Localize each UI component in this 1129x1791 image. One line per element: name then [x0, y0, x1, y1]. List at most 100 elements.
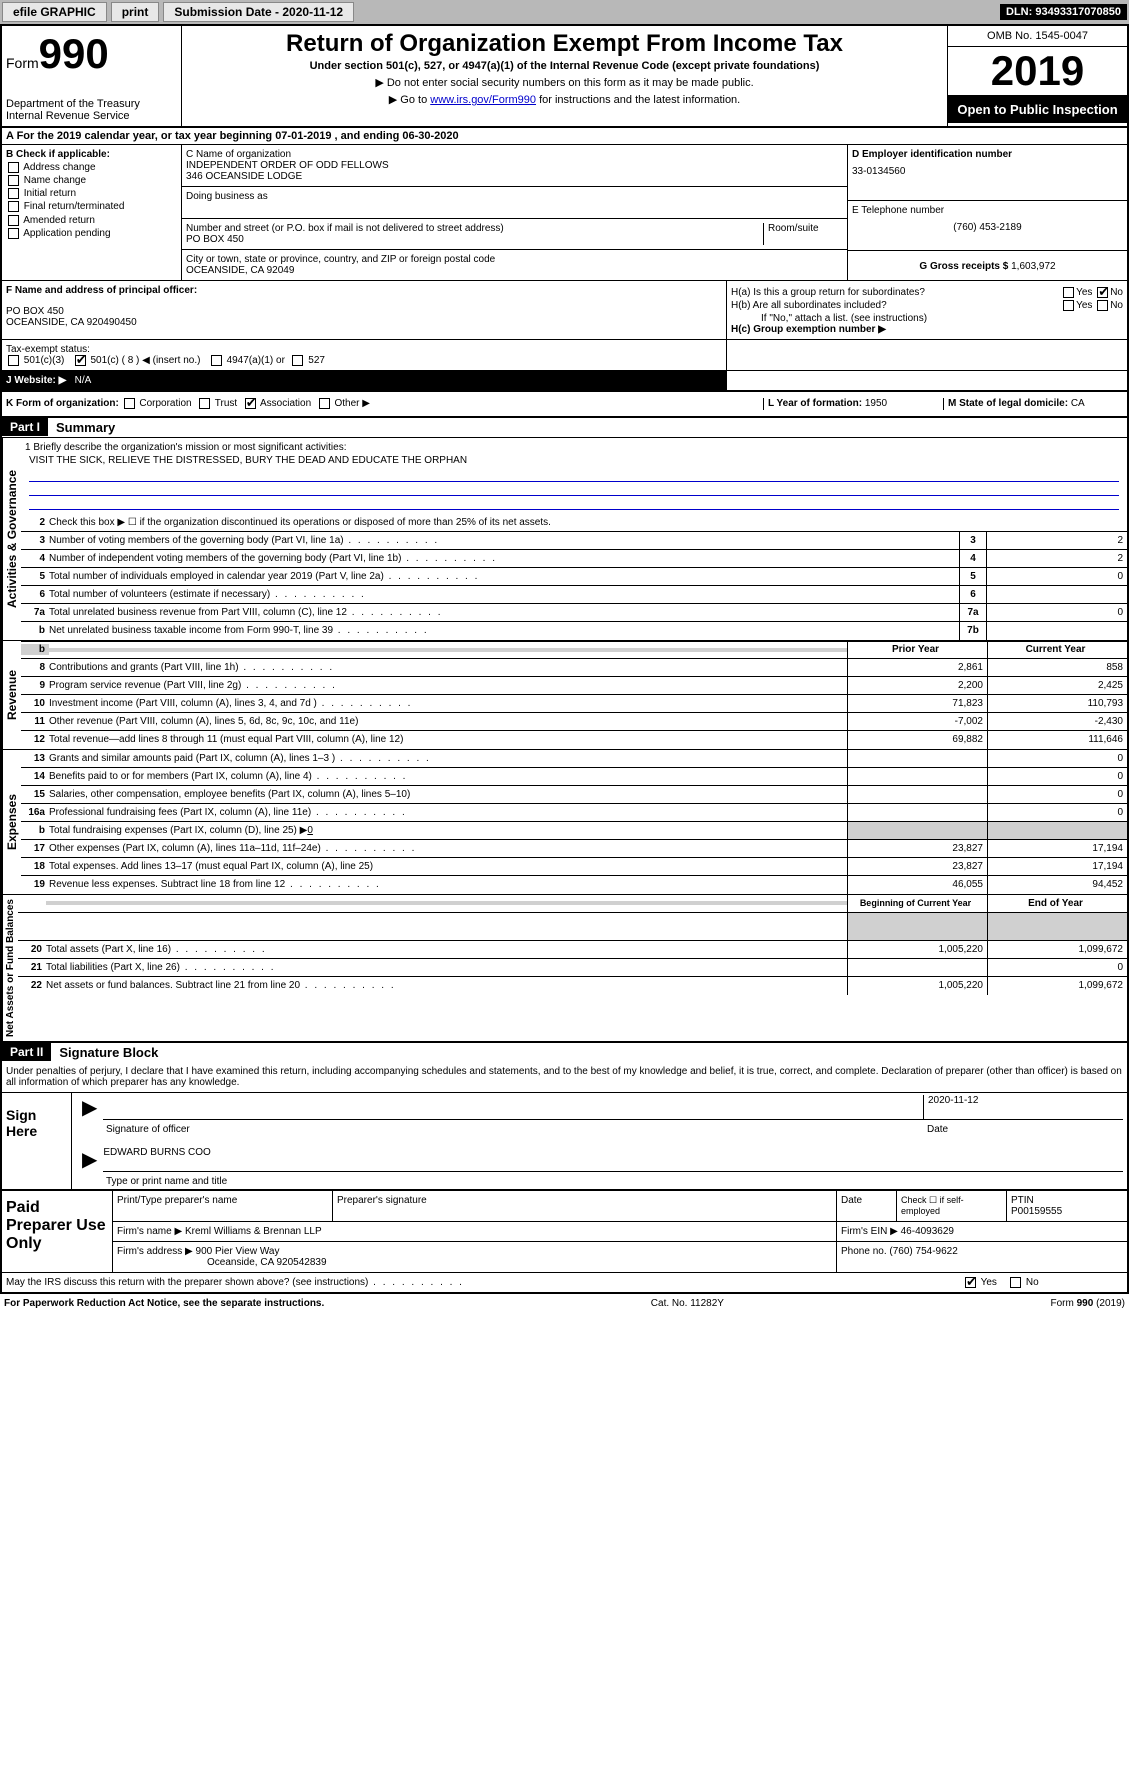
- line10: Investment income (Part VIII, column (A)…: [49, 696, 847, 711]
- hc-label: H(c) Group exemption number ▶: [731, 324, 1123, 335]
- print-button[interactable]: print: [111, 2, 160, 22]
- city-value: OCEANSIDE, CA 92049: [186, 265, 843, 276]
- org-name-1: INDEPENDENT ORDER OF ODD FELLOWS: [186, 160, 843, 171]
- line9: Program service revenue (Part VIII, line…: [49, 678, 847, 693]
- chk-address[interactable]: [8, 162, 19, 173]
- line8: Contributions and grants (Part VIII, lin…: [49, 660, 847, 675]
- line7b: Net unrelated business taxable income fr…: [49, 623, 959, 638]
- firm-name: Kreml Williams & Brennan LLP: [185, 1226, 322, 1237]
- line12: Total revenue—add lines 8 through 11 (mu…: [49, 732, 847, 747]
- chk-name[interactable]: [8, 175, 19, 186]
- chk-application[interactable]: [8, 228, 19, 239]
- p14: [847, 768, 987, 785]
- date-label: Date: [923, 1124, 1123, 1135]
- p9: 2,200: [847, 677, 987, 694]
- chk-final[interactable]: [8, 201, 19, 212]
- p18: 23,827: [847, 858, 987, 875]
- discuss-label: May the IRS discuss this return with the…: [6, 1277, 963, 1288]
- line22: Net assets or fund balances. Subtract li…: [46, 978, 847, 993]
- instruct-link: ▶ Go to www.irs.gov/Form990 for instruct…: [186, 93, 943, 106]
- open-public: Open to Public Inspection: [948, 96, 1127, 123]
- line16b: Total fundraising expenses (Part IX, col…: [49, 823, 847, 838]
- p20: 1,005,220: [847, 941, 987, 958]
- vlabel-netassets: Net Assets or Fund Balances: [2, 895, 18, 1041]
- discuss-no[interactable]: [1010, 1277, 1021, 1288]
- line19: Revenue less expenses. Subtract line 18 …: [49, 877, 847, 892]
- vlabel-governance: Activities & Governance: [2, 438, 21, 640]
- line18: Total expenses. Add lines 13–17 (must eq…: [49, 859, 847, 874]
- dept-label: Department of the Treasury Internal Reve…: [6, 98, 177, 122]
- firm-phone-l: Phone no.: [841, 1246, 887, 1257]
- chk-trust[interactable]: [199, 398, 210, 409]
- c18: 17,194: [987, 858, 1127, 875]
- gross-value: 1,603,972: [1011, 261, 1056, 272]
- val7b: [987, 622, 1127, 640]
- ein-label: D Employer identification number: [852, 149, 1123, 160]
- c16a: 0: [987, 804, 1127, 821]
- form-footer: Form 990 (2019): [1051, 1298, 1125, 1309]
- self-emp-label: Check ☐ if self-employed: [897, 1191, 1007, 1221]
- c14: 0: [987, 768, 1127, 785]
- omb-number: OMB No. 1545-0047: [948, 26, 1127, 47]
- instruct-ssn: ▶ Do not enter social security numbers o…: [186, 76, 943, 89]
- chk-501c3[interactable]: [8, 355, 19, 366]
- org-name-label: C Name of organization: [186, 149, 843, 160]
- dba-label: Doing business as: [186, 191, 843, 202]
- part2-title: Signature Block: [51, 1043, 166, 1062]
- chk-4947[interactable]: [211, 355, 222, 366]
- arrow-icon: ▶: [76, 1095, 103, 1120]
- chk-527[interactable]: [292, 355, 303, 366]
- chk-501c[interactable]: [75, 355, 86, 366]
- firm-addr-l: Firm's address ▶: [117, 1246, 193, 1257]
- topbar: efile GRAPHIC print Submission Date - 20…: [0, 0, 1129, 24]
- part1-header: Part I: [2, 418, 48, 436]
- pra-notice: For Paperwork Reduction Act Notice, see …: [4, 1298, 324, 1309]
- sig-label: Signature of officer: [106, 1124, 923, 1135]
- line14: Benefits paid to or for members (Part IX…: [49, 769, 847, 784]
- p16a: [847, 804, 987, 821]
- prep-date-h: Date: [837, 1191, 897, 1221]
- c9: 2,425: [987, 677, 1127, 694]
- chk-amended[interactable]: [8, 215, 19, 226]
- firm-ein: 46-4093629: [901, 1226, 954, 1237]
- irs-link[interactable]: www.irs.gov/Form990: [430, 94, 536, 106]
- officer-name: EDWARD BURNS COO: [103, 1147, 1123, 1172]
- curr-year-header: Current Year: [987, 642, 1127, 658]
- chk-initial[interactable]: [8, 188, 19, 199]
- c8: 858: [987, 659, 1127, 676]
- dln-label: DLN: 93493317070850: [1000, 4, 1127, 20]
- firm-addr2: Oceanside, CA 920542839: [117, 1257, 327, 1268]
- hb-yes[interactable]: [1063, 300, 1074, 311]
- ptin-h: PTIN: [1011, 1195, 1123, 1206]
- vlabel-revenue: Revenue: [2, 641, 21, 749]
- c21: 0: [987, 959, 1127, 976]
- c22: 1,099,672: [987, 977, 1127, 995]
- line4: Number of independent voting members of …: [49, 551, 959, 566]
- gross-label: G Gross receipts $: [919, 261, 1008, 272]
- form-org-label: K Form of organization:: [6, 399, 119, 410]
- chk-assoc[interactable]: [245, 398, 256, 409]
- ha-no[interactable]: [1097, 287, 1108, 298]
- form-990: Form990 Department of the Treasury Inter…: [0, 24, 1129, 1294]
- arrow-icon: ▶: [76, 1147, 103, 1172]
- p17: 23,827: [847, 840, 987, 857]
- chk-other[interactable]: [319, 398, 330, 409]
- officer-label: F Name and address of principal officer:: [6, 285, 722, 296]
- submission-date: Submission Date - 2020-11-12: [163, 2, 354, 22]
- tax-year: 2019: [948, 47, 1127, 96]
- c11: -2,430: [987, 713, 1127, 730]
- firm-phone: (760) 754-9622: [889, 1246, 957, 1257]
- website-value: N/A: [75, 375, 92, 386]
- val3: 2: [987, 532, 1127, 549]
- line6: Total number of volunteers (estimate if …: [49, 587, 959, 602]
- form-title: Return of Organization Exempt From Incom…: [186, 30, 943, 58]
- ha-yes[interactable]: [1063, 287, 1074, 298]
- chk-corp[interactable]: [124, 398, 135, 409]
- ein-value: 33-0134560: [852, 166, 1123, 177]
- hb-no[interactable]: [1097, 300, 1108, 311]
- website-label: J Website: ▶: [6, 375, 66, 386]
- val4: 2: [987, 550, 1127, 567]
- line15: Salaries, other compensation, employee b…: [49, 787, 847, 802]
- discuss-yes[interactable]: [965, 1277, 976, 1288]
- state-value: CA: [1071, 398, 1085, 409]
